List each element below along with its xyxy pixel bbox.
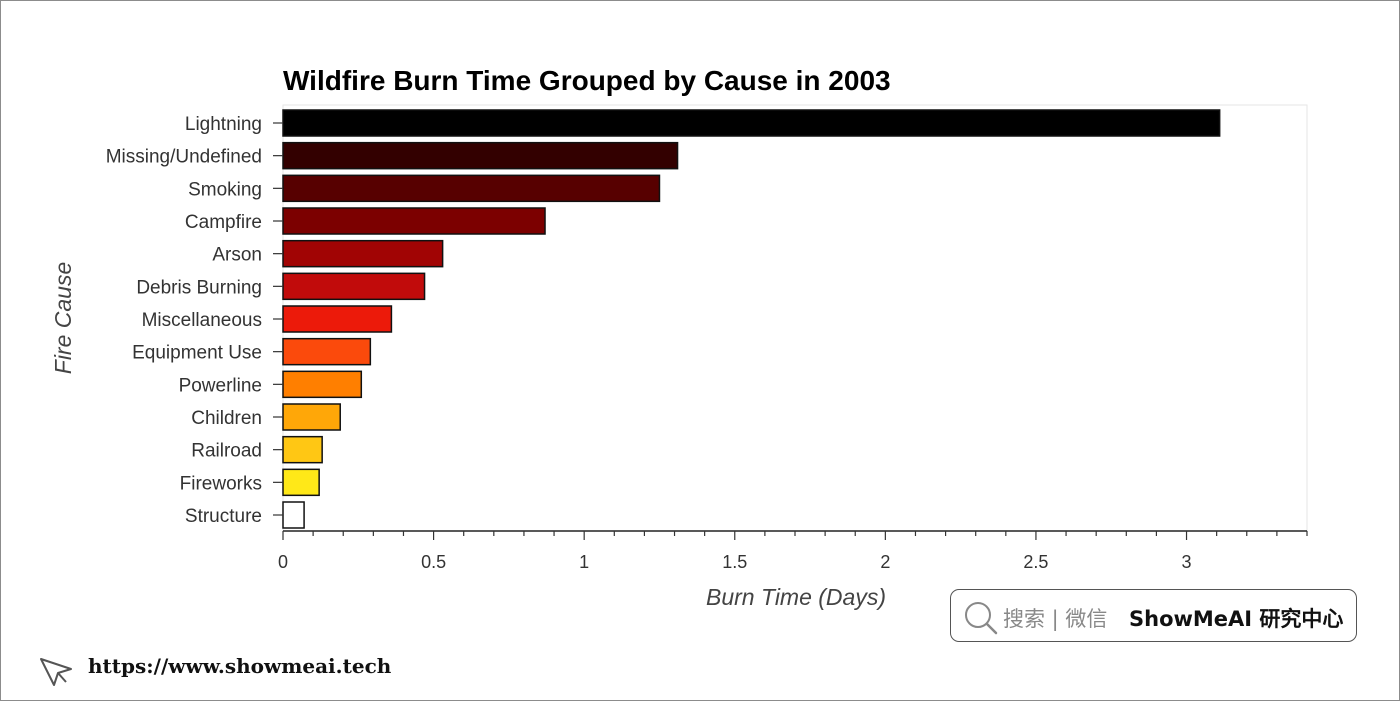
bar-children (282, 403, 341, 431)
x-tick-label: 0.5 (421, 552, 446, 572)
category-label: Fireworks (180, 473, 262, 494)
bar-smoking (282, 174, 661, 203)
bar-campfire (282, 207, 546, 235)
bar-powerline (282, 370, 363, 399)
x-tick-label: 1 (579, 552, 589, 572)
search-label: 搜索 | 微信 (1003, 607, 1108, 631)
category-labels: Lightning Missing/Undefined Smoking Campfir… (106, 114, 283, 527)
category-label: Lightning (185, 114, 262, 135)
plot-area (282, 104, 1308, 532)
x-tick-label: 3 (1182, 552, 1192, 572)
bar-structure (282, 501, 305, 529)
category-label: Miscellaneous (142, 310, 262, 331)
category-label: Smoking (188, 179, 262, 200)
footer-url: https://www.showmeai.tech (88, 654, 392, 678)
x-tick-label: 0 (278, 552, 288, 572)
bar-missing-undefined (282, 141, 679, 170)
bars-group (282, 109, 1221, 529)
x-tick-label: 1.5 (722, 552, 747, 572)
category-label: Equipment Use (132, 343, 262, 364)
category-label: Debris Burning (136, 277, 262, 298)
category-label: Railroad (191, 441, 262, 462)
search-icon (965, 602, 998, 635)
bar-lightning (282, 109, 1221, 137)
bar-miscellaneous (282, 305, 393, 333)
category-label: Campfire (185, 212, 262, 233)
x-axis-ticks: 0 0.5 1 1.5 2 2.5 3 (278, 531, 1308, 572)
brand-label: ShowMeAI 研究中心 (1129, 607, 1344, 631)
cursor-icon (40, 658, 72, 686)
category-label: Missing/Undefined (106, 147, 262, 168)
y-axis-title: Fire Cause (50, 262, 76, 374)
bar-railroad (282, 435, 323, 464)
bar-arson (282, 239, 444, 268)
bar-debris-burning (282, 272, 426, 301)
x-tick-label: 2.5 (1023, 552, 1048, 572)
search-watermark: 搜索 | 微信 ShowMeAI 研究中心 (950, 589, 1357, 642)
category-label: Children (191, 408, 262, 429)
category-label: Structure (185, 506, 262, 527)
chart-title: Wildfire Burn Time Grouped by Cause in 2… (283, 65, 891, 96)
x-axis-title: Burn Time (Days) (706, 584, 886, 610)
category-label: Powerline (179, 375, 262, 396)
bar-fireworks (282, 468, 320, 497)
bar-equipment-use (282, 337, 372, 366)
x-tick-label: 2 (880, 552, 890, 572)
category-label: Arson (212, 245, 262, 266)
